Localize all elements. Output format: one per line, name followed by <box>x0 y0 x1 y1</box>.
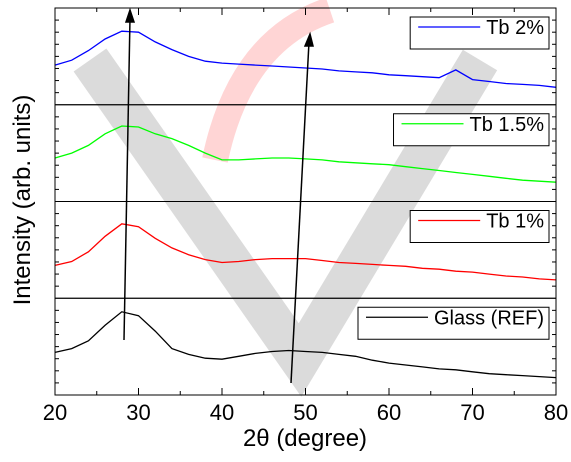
legend: Tb 2% <box>409 16 550 50</box>
legend: Glass (REF) <box>357 306 550 340</box>
x-tick-label: 50 <box>293 400 317 425</box>
x-tick-label: 40 <box>210 400 234 425</box>
legend-label: Glass (REF) <box>434 307 544 329</box>
legend-label: Tb 1% <box>486 211 544 233</box>
legend-box <box>409 210 550 243</box>
series-line <box>54 223 557 281</box>
watermark <box>73 0 498 397</box>
x-tick-label: 70 <box>460 400 484 425</box>
plot-area: Tb 2% Tb 1.5% Tb 1% Glass (REF) 20 30 40 50 60 70… <box>43 7 568 425</box>
legend-box <box>409 16 550 50</box>
x-tick-label: 30 <box>126 400 150 425</box>
legend-label: Tb 1.5% <box>470 114 545 136</box>
legend: Tb 1% <box>409 210 550 243</box>
x-tick-label: 60 <box>377 400 401 425</box>
series-line <box>54 125 557 183</box>
legend: Tb 1.5% <box>393 113 550 147</box>
y-axis-label: Intensity (arb. units) <box>9 95 36 306</box>
legend-box <box>357 306 550 340</box>
legend-label: Tb 2% <box>486 17 544 39</box>
x-tick-label: 80 <box>544 400 568 425</box>
x-tick-label: 20 <box>43 400 67 425</box>
series-line <box>54 311 557 379</box>
peak-arrows <box>123 7 314 384</box>
series-line <box>54 30 557 88</box>
x-axis-label: 2θ (degree) <box>243 425 367 452</box>
legend-box <box>393 113 550 147</box>
